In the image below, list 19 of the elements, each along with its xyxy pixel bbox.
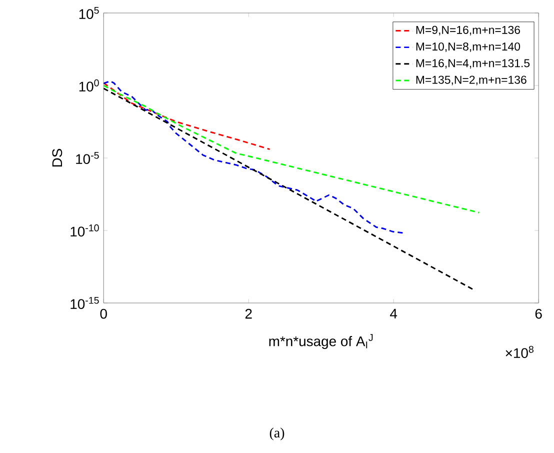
x-tick-label: 2: [245, 308, 252, 319]
legend-label: M=16,N=4,m+n=131.5: [416, 59, 530, 69]
y-tick-label: 10$^{0}$: [79, 79, 99, 92]
legend-label: M=9,N=16,m+n=136: [416, 26, 520, 36]
text: (a): [270, 428, 284, 440]
line-series: [104, 82, 270, 150]
x-tick-label: 0: [100, 308, 107, 319]
y-tick-label: 10$^{-15}$: [70, 296, 99, 310]
legend-label: M=10,N=8,m+n=140: [416, 42, 520, 52]
legend-label: M=135,N=2,m+n=136: [416, 76, 526, 86]
y-axis-title: DS: [52, 148, 62, 167]
y-tick-label: 10$^{5}$: [79, 6, 99, 20]
line-series: [104, 84, 480, 214]
x-axis-title: m*n*usage of A$_{I}$J: [269, 334, 373, 349]
y-tick-label: 10$^{-10}$: [70, 224, 99, 237]
y-tick-label: 10$^{-5}$: [76, 152, 99, 164]
x-tick-label: 4: [390, 308, 398, 318]
x-tick-label: 6: [535, 308, 542, 319]
text: ×10$^{8}$: [506, 346, 534, 358]
